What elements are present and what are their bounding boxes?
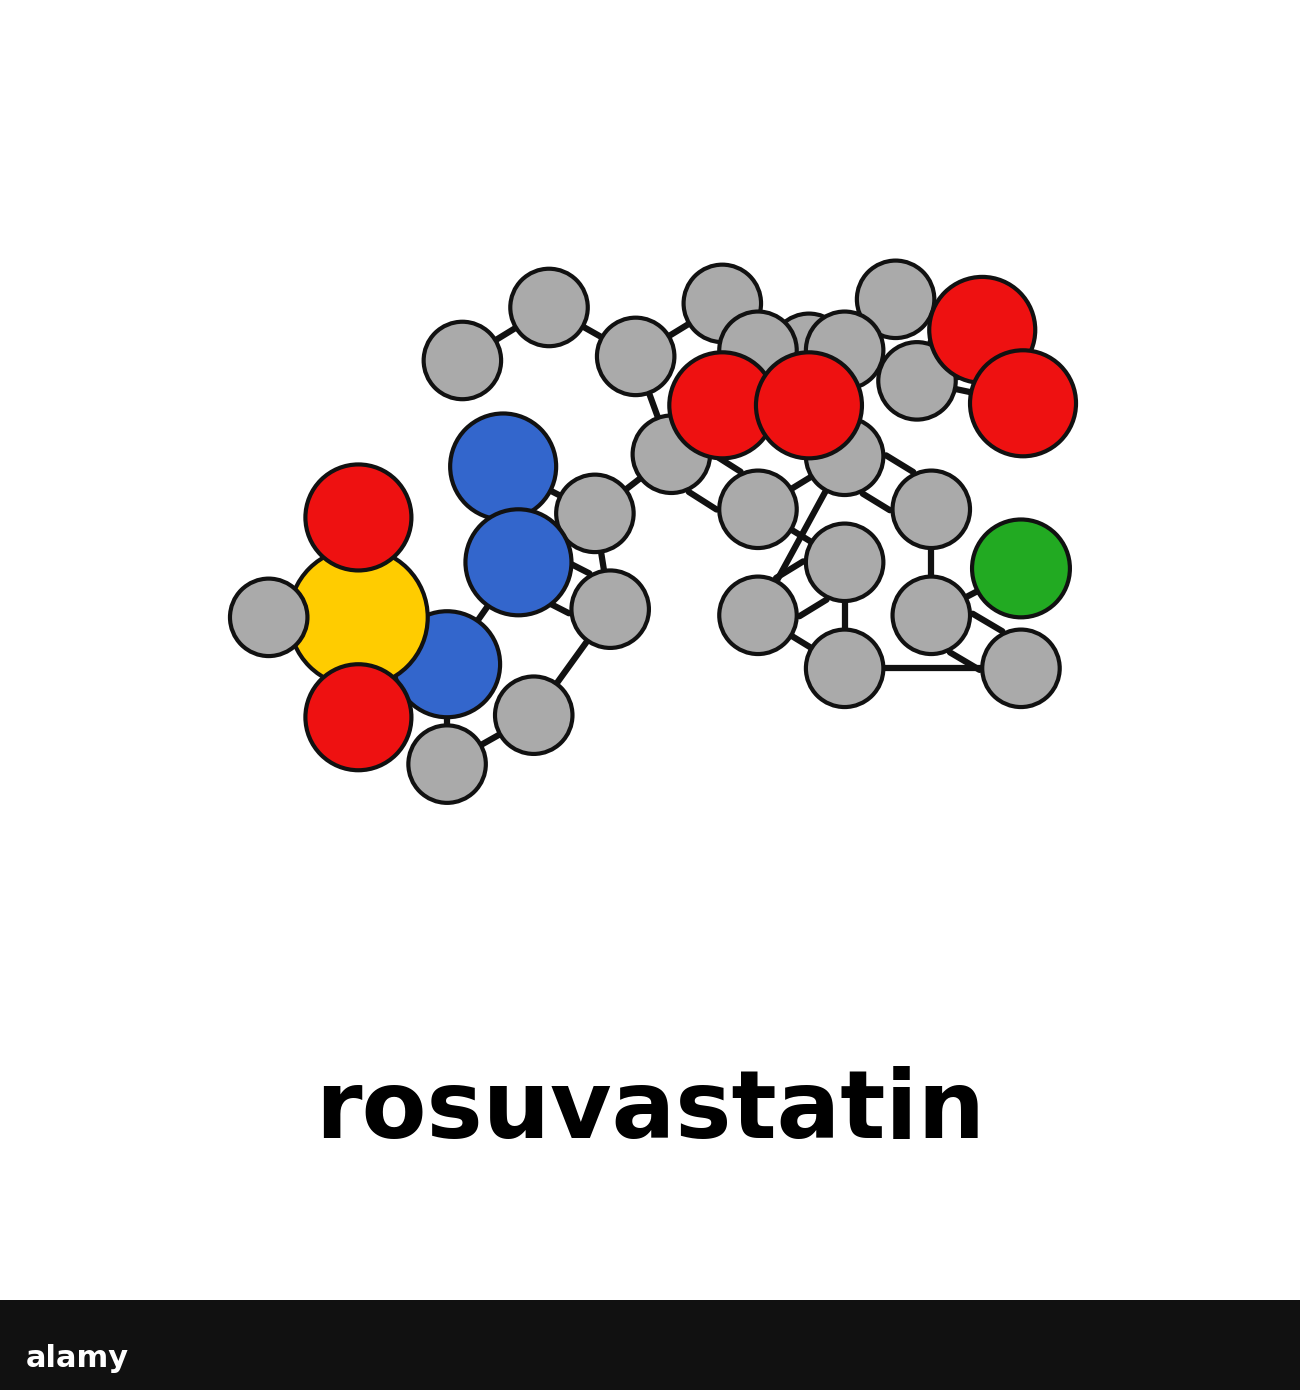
Circle shape bbox=[306, 464, 411, 570]
Circle shape bbox=[972, 520, 1070, 617]
Circle shape bbox=[893, 471, 970, 548]
Circle shape bbox=[879, 342, 956, 420]
Circle shape bbox=[806, 417, 884, 495]
Text: alamy: alamy bbox=[26, 1344, 129, 1373]
Circle shape bbox=[719, 471, 797, 548]
Circle shape bbox=[230, 578, 307, 656]
Circle shape bbox=[970, 350, 1076, 456]
Text: rosuvastatin: rosuvastatin bbox=[315, 1066, 985, 1158]
Circle shape bbox=[633, 416, 710, 493]
Circle shape bbox=[806, 524, 884, 600]
Circle shape bbox=[857, 260, 935, 338]
Circle shape bbox=[670, 352, 775, 459]
Circle shape bbox=[770, 314, 848, 391]
Circle shape bbox=[289, 548, 428, 687]
Circle shape bbox=[806, 311, 884, 389]
Circle shape bbox=[719, 577, 797, 655]
Circle shape bbox=[450, 413, 556, 520]
Circle shape bbox=[408, 726, 486, 803]
Circle shape bbox=[757, 352, 862, 459]
Circle shape bbox=[719, 311, 797, 389]
Circle shape bbox=[930, 277, 1035, 382]
Circle shape bbox=[465, 509, 572, 616]
Circle shape bbox=[572, 570, 649, 648]
Circle shape bbox=[495, 677, 572, 753]
Circle shape bbox=[806, 630, 884, 708]
Circle shape bbox=[684, 264, 760, 342]
Circle shape bbox=[983, 630, 1059, 708]
Circle shape bbox=[424, 321, 500, 399]
Circle shape bbox=[511, 268, 588, 346]
Circle shape bbox=[893, 577, 970, 655]
Circle shape bbox=[394, 612, 500, 717]
Circle shape bbox=[306, 664, 411, 770]
Circle shape bbox=[597, 318, 675, 395]
Circle shape bbox=[556, 474, 633, 552]
